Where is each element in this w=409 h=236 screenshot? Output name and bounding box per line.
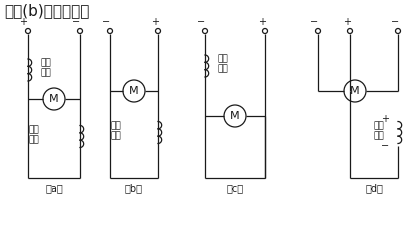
Text: 并励
绕组: 并励 绕组: [111, 121, 121, 140]
Text: M: M: [129, 86, 139, 96]
Text: −: −: [309, 17, 317, 27]
Text: M: M: [49, 94, 58, 104]
Text: −: −: [102, 17, 110, 27]
Text: M: M: [229, 111, 239, 121]
Text: +: +: [257, 17, 265, 27]
Text: −: −: [380, 140, 388, 151]
Text: −: −: [196, 17, 204, 27]
Text: 图中(b)图是什么？: 图中(b)图是什么？: [4, 3, 89, 18]
Text: −: −: [390, 17, 398, 27]
Text: （a）: （a）: [45, 183, 63, 193]
Text: （b）: （b）: [125, 183, 143, 193]
Text: M: M: [349, 86, 359, 96]
Text: −: −: [72, 17, 80, 27]
Text: （d）: （d）: [364, 183, 382, 193]
Text: （c）: （c）: [226, 183, 243, 193]
Text: +: +: [19, 17, 27, 27]
Text: 串励
绕组: 串励 绕组: [41, 59, 52, 77]
Text: 并励
绕组: 并励 绕组: [373, 121, 384, 140]
Text: +: +: [380, 114, 388, 125]
Text: 并励
绕组: 并励 绕组: [29, 125, 40, 144]
Text: 串励
绕组: 串励 绕组: [218, 55, 228, 73]
Text: +: +: [342, 17, 350, 27]
Text: +: +: [151, 17, 159, 27]
